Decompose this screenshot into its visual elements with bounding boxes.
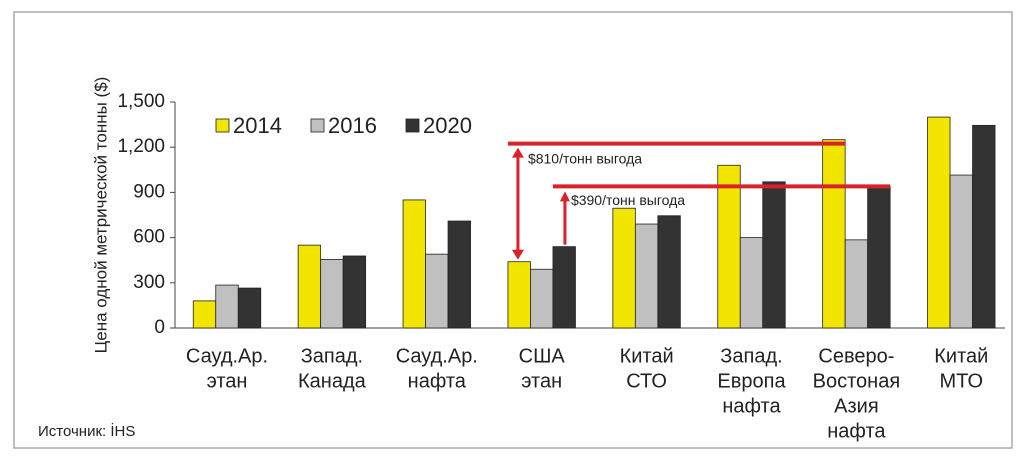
bar bbox=[215, 284, 239, 329]
bar bbox=[530, 268, 554, 329]
y-tick-label: 300 bbox=[133, 272, 165, 293]
legend-swatch bbox=[310, 118, 325, 133]
bar bbox=[927, 116, 951, 329]
arrow-head bbox=[511, 249, 524, 260]
x-tick-label: Запад. bbox=[720, 345, 782, 367]
x-tick-label: нафта bbox=[408, 370, 467, 392]
x-tick-label: этан bbox=[521, 370, 562, 392]
x-tick-label: Китай bbox=[934, 345, 988, 367]
bar bbox=[972, 124, 996, 329]
bar bbox=[552, 246, 576, 329]
arrow-head bbox=[511, 147, 524, 158]
x-tick-label: этан bbox=[207, 370, 248, 392]
x-tick-label: Востоная bbox=[813, 370, 901, 392]
y-tick-label: 1,200 bbox=[117, 136, 165, 157]
bar bbox=[867, 185, 891, 329]
bar bbox=[844, 239, 869, 329]
bar bbox=[425, 253, 449, 329]
y-tick-label: 1,500 bbox=[117, 91, 165, 112]
legend-label: 2016 bbox=[328, 113, 377, 138]
x-tick-label: Запад. bbox=[301, 345, 363, 367]
x-tick-label: СТО bbox=[626, 370, 667, 392]
y-tick-label: 600 bbox=[133, 227, 165, 248]
legend-label: 2014 bbox=[233, 113, 282, 138]
annotation-text: $390/тонн выгода bbox=[571, 192, 685, 208]
x-tick-label: Европа bbox=[717, 370, 786, 392]
bar bbox=[657, 215, 681, 329]
legend-swatch bbox=[405, 118, 420, 133]
x-tick-label: Канада bbox=[298, 370, 367, 392]
y-tick-label: 0 bbox=[154, 317, 165, 338]
x-tick-label: Сауд.Ар. bbox=[396, 345, 478, 367]
legend-swatch bbox=[215, 118, 230, 133]
y-tick-label: 900 bbox=[133, 181, 165, 202]
bar bbox=[320, 259, 344, 329]
x-tick-label: Азия bbox=[834, 395, 879, 417]
bar bbox=[297, 244, 322, 329]
annotation-text: $810/тонн выгода bbox=[528, 150, 642, 166]
frame bbox=[13, 11, 1013, 449]
arrow-head bbox=[559, 191, 570, 202]
x-tick-label: Китай bbox=[620, 345, 674, 367]
x-tick-label: США bbox=[519, 345, 566, 367]
bar bbox=[822, 139, 846, 329]
y-axis-label: Цена одной метрической тонны ($) bbox=[91, 77, 110, 354]
bar bbox=[762, 181, 786, 329]
bar bbox=[612, 207, 636, 329]
bar bbox=[402, 199, 426, 329]
bar bbox=[717, 164, 741, 329]
bar bbox=[739, 237, 764, 329]
bar bbox=[949, 174, 973, 329]
source: Источник: İHS bbox=[38, 422, 135, 440]
legend-label: 2020 bbox=[423, 113, 472, 138]
x-tick-label: МТО bbox=[940, 370, 984, 392]
x-tick-label: нафта bbox=[722, 395, 781, 417]
bar bbox=[447, 220, 471, 329]
x-tick-label: Северо- bbox=[818, 345, 894, 367]
x-tick-label: нафта bbox=[827, 420, 886, 442]
bar bbox=[342, 255, 367, 329]
bar bbox=[507, 261, 531, 329]
bar bbox=[237, 287, 262, 329]
bar bbox=[634, 223, 659, 329]
bar bbox=[192, 300, 217, 329]
x-tick-label: Сауд.Ар. bbox=[186, 345, 268, 367]
